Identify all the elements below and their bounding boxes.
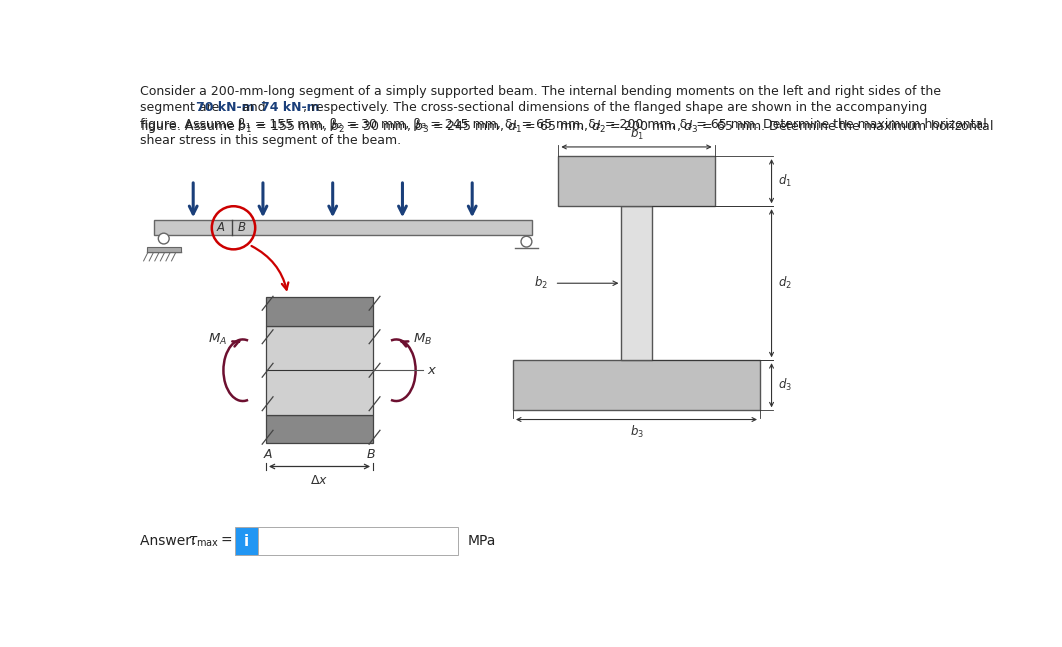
Text: $d_1$: $d_1$	[777, 173, 791, 190]
Bar	[621, 206, 652, 360]
Text: $M_B$: $M_B$	[413, 332, 432, 347]
Text: $\tau_{\rm max}$: $\tau_{\rm max}$	[188, 534, 219, 549]
Bar	[147, 247, 181, 252]
Bar	[267, 326, 373, 415]
Text: $d_2$: $d_2$	[777, 275, 791, 291]
Text: =: =	[220, 534, 232, 548]
Bar	[559, 156, 715, 206]
Text: segment are: segment are	[140, 101, 224, 114]
Text: x: x	[427, 364, 435, 377]
Circle shape	[158, 233, 169, 244]
Text: B: B	[238, 221, 246, 234]
Text: $b_1$: $b_1$	[630, 126, 644, 142]
Text: 70 kN-m: 70 kN-m	[196, 101, 255, 114]
Bar	[154, 220, 532, 236]
FancyArrowPatch shape	[252, 246, 289, 290]
Text: B: B	[367, 448, 376, 461]
Text: Answer:: Answer:	[140, 534, 201, 548]
Text: $M_A$: $M_A$	[208, 332, 227, 347]
Text: $b_2$: $b_2$	[534, 275, 548, 291]
Text: A: A	[217, 221, 225, 234]
Circle shape	[521, 236, 532, 247]
Text: shear stress in this segment of the beam.: shear stress in this segment of the beam…	[140, 134, 401, 148]
Bar	[267, 297, 373, 326]
Text: figure. Assume $b_1$ = 155 mm, $b_2$ = 30 mm, $b_3$ = 245 mm, $d_1$ = 65 mm, $d_: figure. Assume $b_1$ = 155 mm, $b_2$ = 3…	[140, 118, 994, 135]
Text: MPa: MPa	[467, 534, 496, 548]
Text: A: A	[263, 448, 272, 461]
Text: Consider a 200-mm-long segment of a simply supported beam. The internal bending : Consider a 200-mm-long segment of a simp…	[140, 85, 942, 98]
Text: i: i	[244, 534, 250, 549]
Text: figure. Assume β₁ = 155 mm, β₂ = 30 mm, β₃ = 245 mm, δ₁ = 65 mm, δ₂ = 200 mm, δ₃: figure. Assume β₁ = 155 mm, β₂ = 30 mm, …	[140, 118, 988, 131]
Text: and: and	[238, 101, 270, 114]
Bar	[235, 527, 258, 555]
Bar	[513, 360, 760, 410]
Bar	[267, 415, 373, 443]
Text: $\Delta x$: $\Delta x$	[310, 474, 328, 487]
Text: 74 kN-m: 74 kN-m	[261, 101, 320, 114]
Text: , respectively. The cross-sectional dimensions of the flanged shape are shown in: , respectively. The cross-sectional dime…	[304, 101, 927, 114]
Bar	[258, 527, 458, 555]
Text: $b_3$: $b_3$	[630, 424, 644, 440]
Text: $d_3$: $d_3$	[777, 377, 792, 393]
